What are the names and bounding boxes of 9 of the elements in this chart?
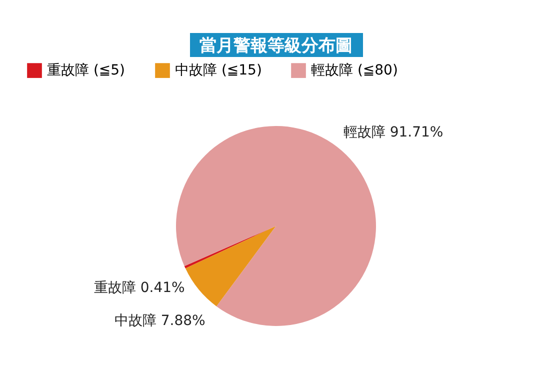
legend-label: 重故障 (≦5) bbox=[47, 62, 126, 79]
data-label: 中故障 7.88% bbox=[114, 312, 206, 329]
data-label: 重故障 0.41% bbox=[94, 280, 185, 296]
legend-label: 輕故障 (≦80) bbox=[311, 62, 398, 79]
legend-label: 中故障 (≦15) bbox=[175, 62, 262, 79]
pie-slice bbox=[185, 226, 276, 306]
chart-title: 當月警報等級分布圖 bbox=[190, 33, 362, 59]
data-label: 輕故障 91.71% bbox=[343, 124, 444, 141]
pie-slice bbox=[184, 226, 276, 268]
